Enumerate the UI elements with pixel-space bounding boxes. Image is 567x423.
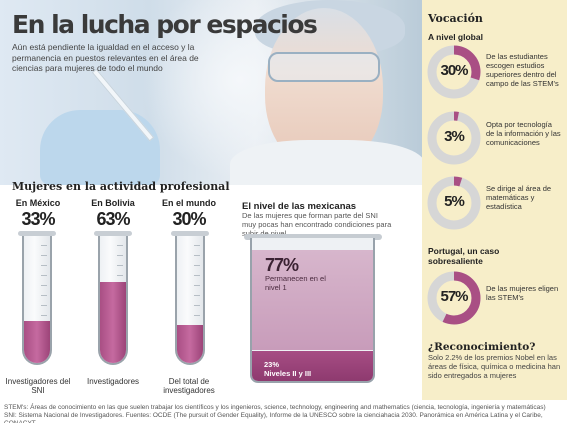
level1-text: Permanecen en el nivel 1 — [265, 274, 326, 292]
beaker-fill-level1 — [252, 250, 373, 350]
tube-ticks — [41, 245, 47, 355]
level1-percent: 77% — [265, 255, 299, 275]
donut-chart-5 — [427, 176, 481, 230]
donut-arc — [427, 45, 481, 99]
tube-rim — [18, 231, 56, 236]
tube-rim — [171, 231, 209, 236]
level23-label: 23% Niveles II y III — [264, 360, 311, 378]
donut-arc — [427, 176, 481, 230]
level23-text: Niveles II y III — [264, 369, 312, 378]
tube-rim — [94, 231, 132, 236]
donut-percent: 30% — [440, 62, 468, 79]
column-bolivia: En Bolivia 63% — [77, 198, 149, 230]
safety-glasses — [268, 52, 380, 82]
column-label: En el mundo — [162, 198, 216, 208]
footer-line: SNI: Sistema Nacional de Investigadores.… — [4, 412, 543, 423]
column-label: En Bolivia — [91, 198, 135, 208]
column-mundo: En el mundo 30% — [153, 198, 225, 230]
donut-text: De las mujeres eligen las STEM's — [486, 284, 559, 302]
donut-chart-portugal — [427, 271, 481, 325]
portugal-title: Portugal, un caso sobresaliente — [428, 246, 500, 266]
hero-photo — [0, 0, 425, 185]
page-title: En la lucha por espacios — [12, 10, 318, 39]
column-label: En México — [15, 198, 61, 208]
column-caption: Del total de investigadores — [163, 377, 215, 395]
professional-title: Mujeres en la actividad profesional — [12, 180, 230, 193]
donut-arc — [427, 111, 481, 165]
tube-fill — [100, 282, 126, 363]
lab-coat — [230, 140, 425, 185]
donut-chart-30 — [427, 45, 481, 99]
test-tube-mexico — [18, 231, 56, 365]
donut-text: Se dirige al área de matemáticas y estad… — [486, 184, 552, 211]
beaker — [250, 238, 375, 383]
column-caption: Investigadores — [86, 377, 140, 386]
gloved-hand — [40, 110, 160, 185]
donut-chart-3 — [427, 111, 481, 165]
column-percent: 33% — [21, 209, 55, 229]
page-subtitle: Aún está pendiente la igualdad en el acc… — [12, 42, 199, 73]
column-percent: 30% — [172, 209, 206, 229]
donut-percent: 5% — [444, 193, 465, 210]
beaker-rim — [244, 234, 382, 240]
donut-text: De las estudiantes escogen estudios supe… — [486, 52, 559, 88]
sidebar-title: Vocación — [428, 12, 483, 25]
donut-arc — [427, 271, 481, 325]
test-tube-mundo — [171, 231, 209, 365]
tube-fill — [24, 320, 50, 363]
recognition-text: Solo 2.2% de los premios Nobel en las ár… — [428, 353, 561, 380]
level23-percent: 23% — [264, 360, 280, 369]
sidebar-panel — [422, 0, 567, 400]
footer-line: STEM's: Áreas de conocimiento en las que… — [4, 404, 546, 411]
global-label: A nivel global — [428, 32, 483, 42]
mexicanas-subtitle: De las mujeres que forman parte del SNI … — [242, 211, 392, 238]
test-tube-bolivia — [94, 231, 132, 365]
donut-percent: 3% — [444, 128, 465, 145]
tube-fill — [177, 324, 203, 363]
column-mexico: En México 33% — [2, 198, 74, 230]
mexicanas-title: El nivel de las mexicanas — [242, 201, 357, 212]
footer-notes: STEM's: Áreas de conocimiento en las que… — [4, 404, 564, 423]
tube-ticks — [194, 245, 200, 355]
donut-text: Opta por tecnología de la información y … — [486, 120, 561, 147]
column-percent: 63% — [96, 209, 130, 229]
recognition-title: ¿Reconocimiento? — [428, 341, 536, 353]
column-caption: Investigadores del SNI — [5, 377, 71, 395]
donut-percent: 57% — [440, 288, 468, 305]
beaker-fill-level23 — [252, 351, 373, 381]
